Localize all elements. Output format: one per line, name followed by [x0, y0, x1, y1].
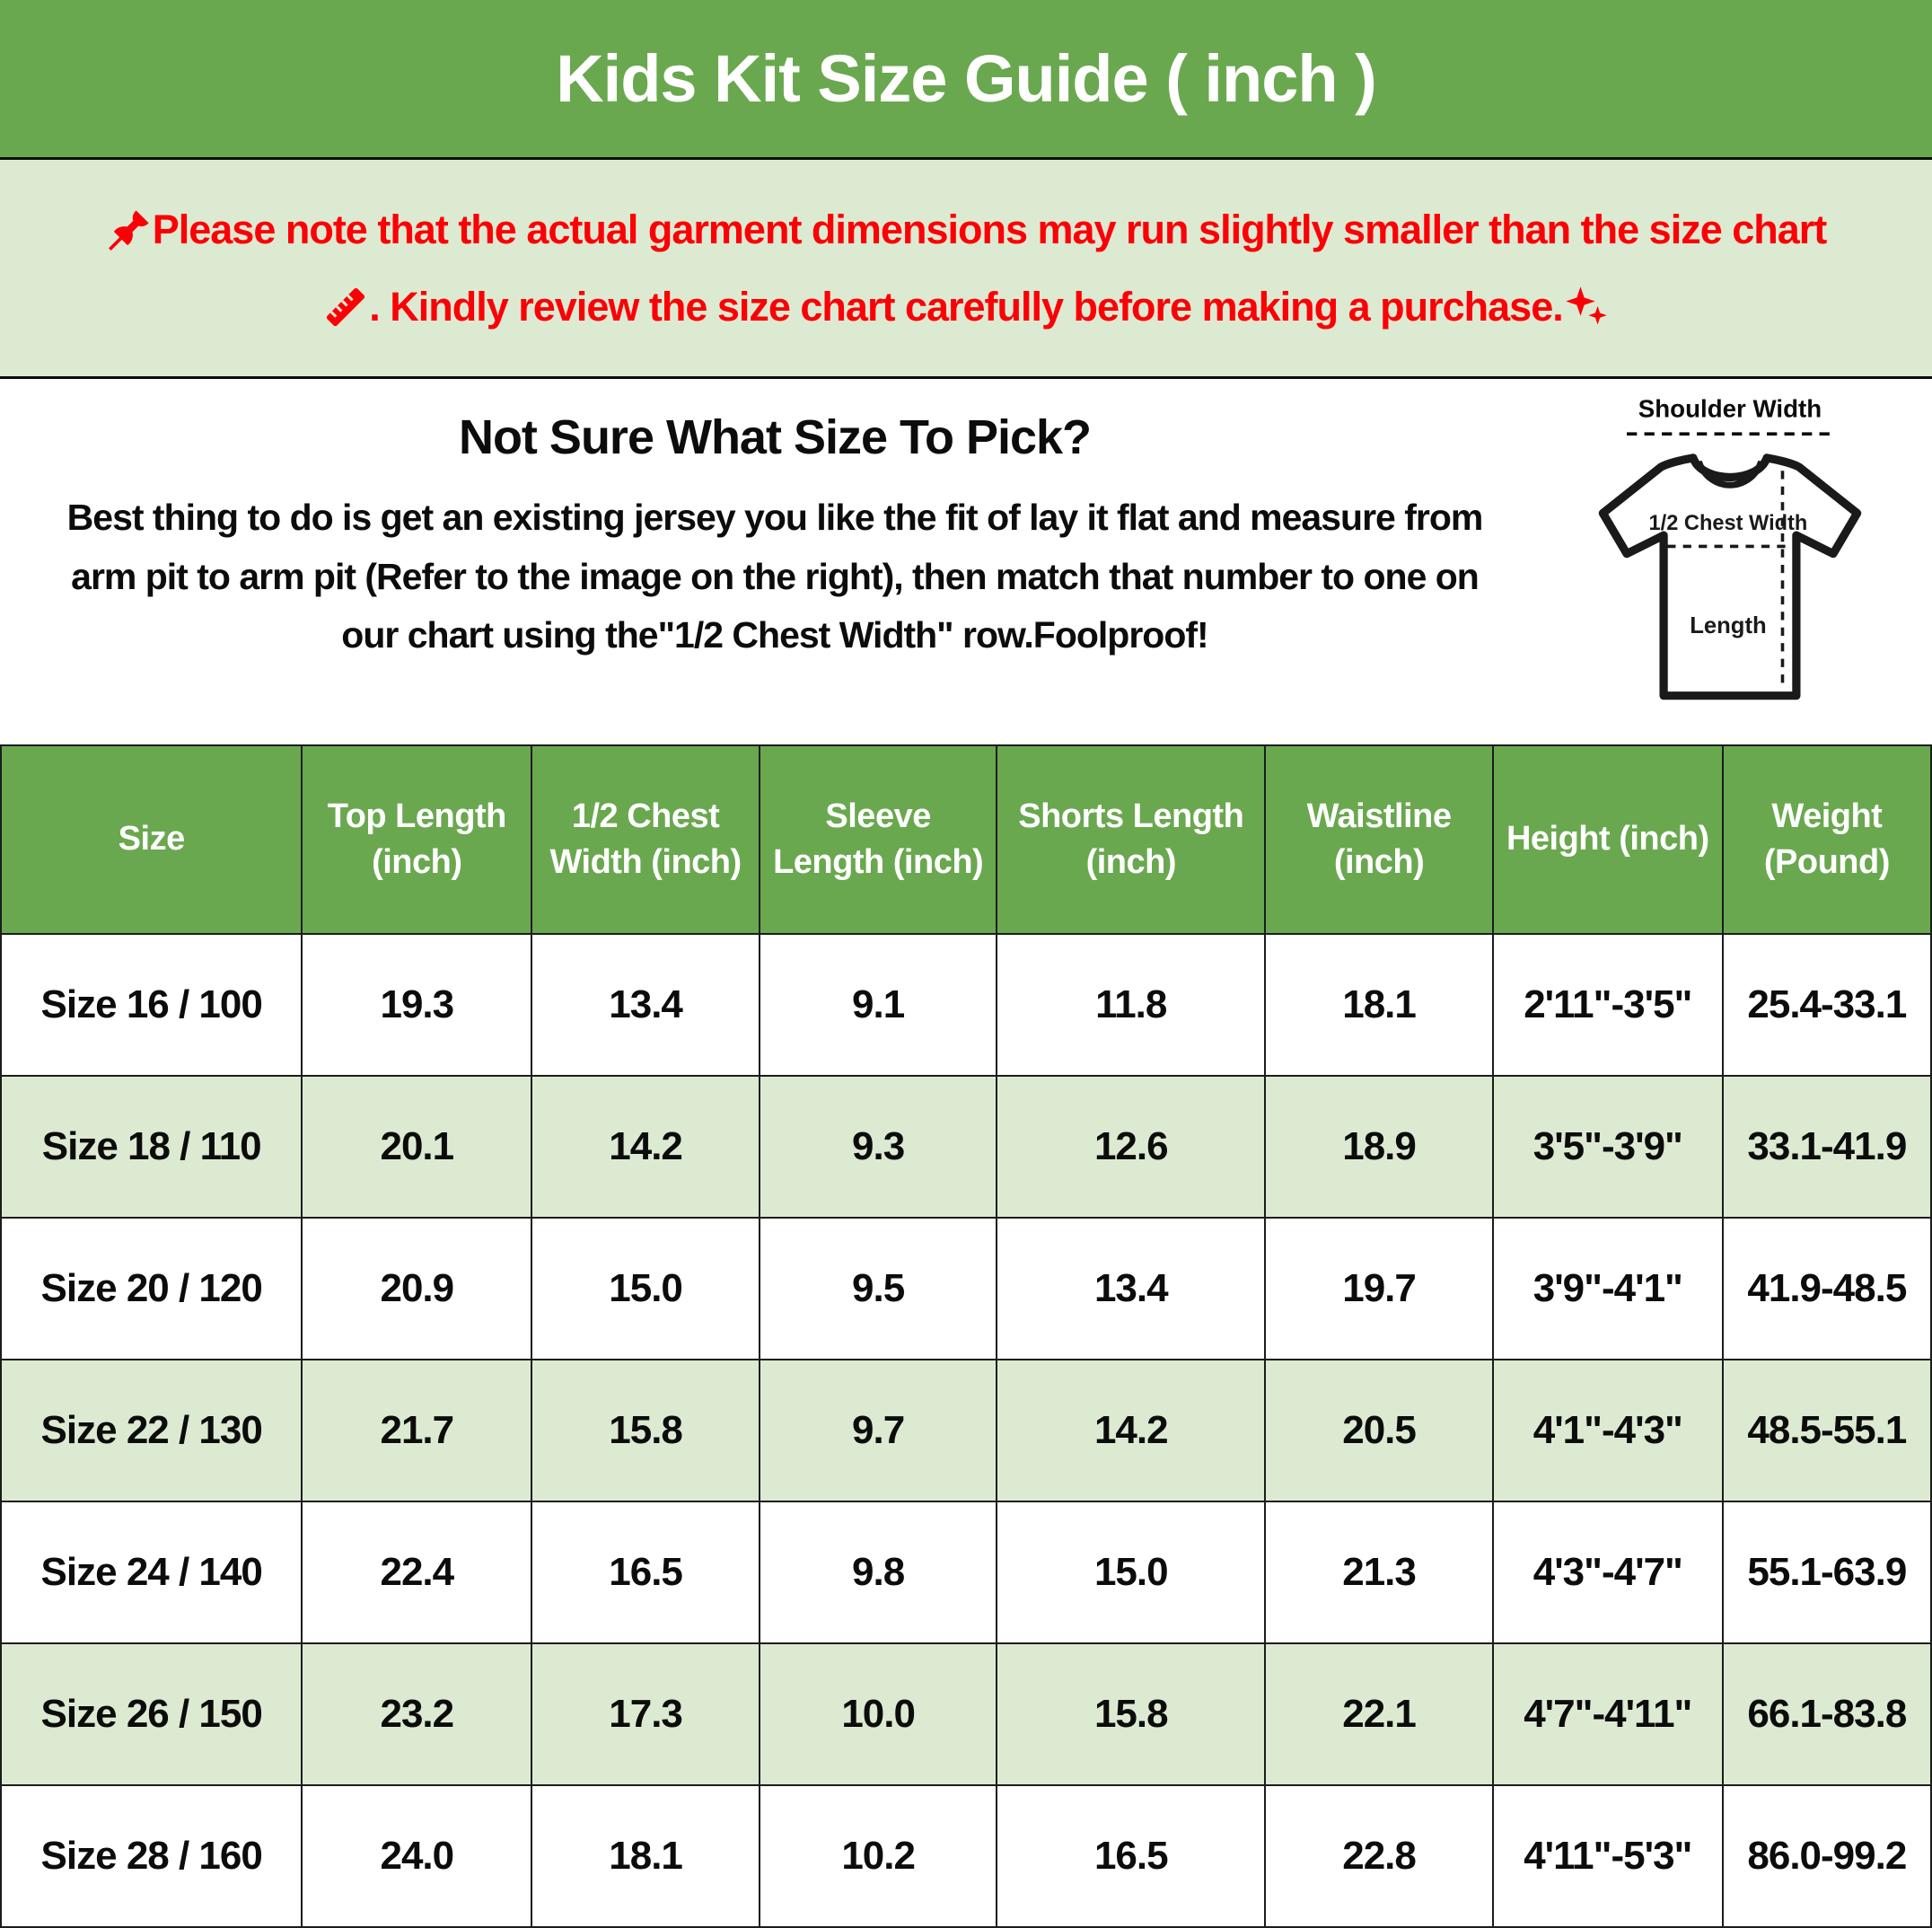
col-header-shorts-length: Shorts Length (inch): [996, 744, 1267, 935]
table-cell: Size 18 / 110: [0, 1075, 303, 1219]
table-cell: 23.2: [301, 1642, 533, 1786]
table-cell: 3'9"-4'1": [1491, 1217, 1724, 1360]
table-cell: 15.8: [531, 1359, 760, 1502]
length-label: Length: [1690, 613, 1766, 638]
guide-body: Best thing to do is get an existing jers…: [66, 497, 1484, 656]
table-row: Size 20 / 120 20.9 15.0 9.5 13.4 19.7 3'9"-4'1…: [0, 1217, 1932, 1360]
table-cell: 13.4: [996, 1217, 1267, 1360]
table-cell: 18.1: [1264, 933, 1494, 1077]
guide-section: Not Sure What Size To Pick? Best thing t…: [0, 379, 1932, 744]
table-cell: 17.3: [531, 1642, 760, 1786]
table-cell: Size 26 / 150: [0, 1642, 303, 1786]
table-cell: 19.3: [301, 933, 533, 1077]
table-row: Size 16 / 100 19.3 13.4 9.1 11.8 18.1 2'11"-3'…: [0, 933, 1932, 1077]
tshirt-outline: [1598, 453, 1862, 700]
table-cell: 20.5: [1264, 1359, 1494, 1502]
table-cell: 41.9-48.5: [1721, 1217, 1932, 1360]
table-cell: Size 24 / 140: [0, 1501, 303, 1644]
table-cell: 86.0-99.2: [1721, 1784, 1932, 1928]
table-cell: 22.4: [301, 1501, 533, 1644]
col-header-chest-width: 1/2 Chest Width (inch): [531, 744, 760, 935]
table-cell: 18.1: [531, 1784, 760, 1928]
table-cell: 19.7: [1264, 1217, 1494, 1360]
guide-heading: Not Sure What Size To Pick?: [458, 410, 1092, 464]
shoulder-width-label: Shoulder Width: [1638, 395, 1822, 423]
table-cell: 9.3: [758, 1075, 998, 1219]
table-cell: 9.1: [758, 933, 998, 1077]
note-band: Please note that the actual garment dime…: [0, 160, 1932, 379]
col-header-weight: Weight (Pound): [1721, 744, 1932, 935]
note-text-2: . Kindly review the size chart carefully…: [369, 283, 1564, 330]
size-table: Size Top Length (inch) 1/2 Chest Width (…: [0, 744, 1932, 1928]
table-cell: 14.2: [996, 1359, 1267, 1502]
table-cell: 33.1-41.9: [1721, 1075, 1932, 1219]
table-row: Size 18 / 110 20.1 14.2 9.3 12.6 18.9 3'5"-3'9…: [0, 1075, 1932, 1219]
col-header-waistline: Waistline (inch): [1264, 744, 1494, 935]
tshirt-diagram-svg: Shoulder Width 1/2 Chest Width Length: [1598, 395, 1862, 700]
table-cell: 9.5: [758, 1217, 998, 1360]
table-cell: 14.2: [531, 1075, 760, 1219]
sparkles-icon: [1563, 284, 1610, 330]
table-cell: 15.0: [531, 1217, 760, 1360]
table-cell: Size 16 / 100: [0, 933, 303, 1077]
table-cell: 24.0: [301, 1784, 533, 1928]
table-cell: 4'1"-4'3": [1491, 1359, 1724, 1502]
table-cell: 4'3"-4'7": [1491, 1501, 1724, 1644]
table-cell: 55.1-63.9: [1721, 1501, 1932, 1644]
table-cell: 9.7: [758, 1359, 998, 1502]
table-cell: 16.5: [996, 1784, 1267, 1928]
tshirt-measurement-diagram: Shoulder Width 1/2 Chest Width Length: [1537, 379, 1932, 744]
table-cell: 9.8: [758, 1501, 998, 1644]
table-cell: 3'5"-3'9": [1491, 1075, 1724, 1219]
table-row: Size 24 / 140 22.4 16.5 9.8 15.0 21.3 4'3"-4'7…: [0, 1501, 1932, 1644]
table-row: Size 22 / 130 21.7 15.8 9.7 14.2 20.5 4'1"-4'3…: [0, 1359, 1932, 1502]
note-line-1: Please note that the actual garment dime…: [106, 207, 1827, 253]
table-cell: 48.5-55.1: [1721, 1359, 1932, 1502]
table-cell: Size 28 / 160: [0, 1784, 303, 1928]
table-row: Size 26 / 150 23.2 17.3 10.0 15.8 22.1 4'7"-4'…: [0, 1642, 1932, 1786]
col-header-height: Height (inch): [1491, 744, 1724, 935]
table-cell: 18.9: [1264, 1075, 1494, 1219]
table-cell: 10.0: [758, 1642, 998, 1786]
size-table-body: Size 16 / 100 19.3 13.4 9.1 11.8 18.1 2'11"-3'…: [0, 933, 1932, 1928]
table-cell: 4'7"-4'11": [1491, 1642, 1724, 1786]
pushpin-icon: [106, 207, 153, 253]
col-header-top-length: Top Length (inch): [301, 744, 533, 935]
table-cell: 13.4: [531, 933, 760, 1077]
table-cell: 66.1-83.8: [1721, 1642, 1932, 1786]
table-header-row: Size Top Length (inch) 1/2 Chest Width (…: [0, 744, 1932, 935]
table-cell: 16.5: [531, 1501, 760, 1644]
table-cell: 12.6: [996, 1075, 1267, 1219]
table-cell: 21.7: [301, 1359, 533, 1502]
table-cell: 25.4-33.1: [1721, 933, 1932, 1077]
table-cell: 11.8: [996, 933, 1267, 1077]
table-cell: 20.9: [301, 1217, 533, 1360]
table-cell: Size 22 / 130: [0, 1359, 303, 1502]
tshirt-collar: [1695, 460, 1765, 489]
page-title: Kids Kit Size Guide ( inch ): [556, 41, 1377, 116]
table-cell: 10.2: [758, 1784, 998, 1928]
title-bar: Kids Kit Size Guide ( inch ): [0, 0, 1932, 160]
col-header-size: Size: [0, 744, 303, 935]
table-row: Size 28 / 160 24.0 18.1 10.2 16.5 22.8 4'11"-5…: [0, 1784, 1932, 1928]
table-cell: Size 20 / 120: [0, 1217, 303, 1360]
table-cell: 22.8: [1264, 1784, 1494, 1928]
table-cell: 22.1: [1264, 1642, 1494, 1786]
col-header-sleeve-length: Sleeve Length (inch): [758, 744, 998, 935]
ruler-icon: [322, 284, 369, 330]
table-cell: 20.1: [301, 1075, 533, 1219]
note-text-1: Please note that the actual garment dime…: [152, 206, 1828, 252]
table-cell: 15.0: [996, 1501, 1267, 1644]
table-cell: 21.3: [1264, 1501, 1494, 1644]
guide-text-block: Not Sure What Size To Pick? Best thing t…: [0, 379, 1537, 744]
table-cell: 15.8: [996, 1642, 1267, 1786]
note-line-2: . Kindly review the size chart carefully…: [322, 284, 1610, 330]
table-cell: 4'11"-5'3": [1491, 1784, 1724, 1928]
table-cell: 2'11"-3'5": [1491, 933, 1724, 1077]
